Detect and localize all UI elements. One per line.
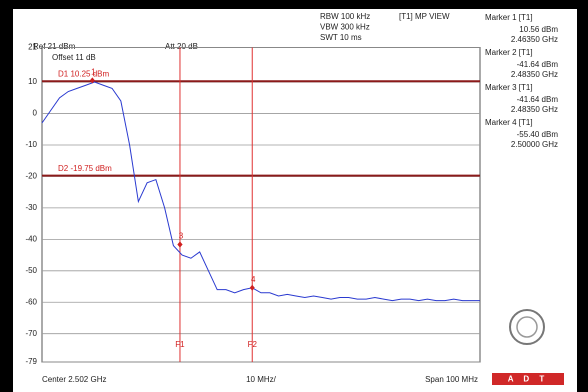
sweep-setting: RBW 100 kHz <box>320 12 370 21</box>
marker-name: Marker 3 [T1] <box>485 83 533 92</box>
marker-point <box>89 77 95 84</box>
sweep-setting: SWT 10 ms <box>320 33 362 42</box>
marker-frequency: 2.50000 GHz <box>511 140 558 149</box>
y-tick-label: 10 <box>28 77 37 86</box>
marker-name: Marker 2 [T1] <box>485 48 533 57</box>
marker-level: 10.56 dBm <box>519 25 558 34</box>
y-tick-label: -20 <box>25 172 37 181</box>
marker-level: -55.40 dBm <box>517 130 559 139</box>
y-tick-label: -60 <box>25 297 37 306</box>
offset: Offset 11 dB <box>52 53 96 62</box>
marker-symbol: 3 <box>179 232 184 241</box>
logo-band <box>492 373 564 385</box>
logo-ring <box>509 309 545 345</box>
marker-frequency: 2.48350 GHz <box>511 70 558 79</box>
y-tick-label: -30 <box>25 203 37 212</box>
ref-level: Ref 21 dBm <box>33 42 76 51</box>
y-tick-label: -10 <box>25 140 37 149</box>
marker-level: -41.64 dBm <box>517 95 559 104</box>
frequency-line-label: F2 <box>248 340 258 349</box>
attenuation: Att 20 dB <box>165 42 198 51</box>
marker-name: Marker 4 [T1] <box>485 118 533 127</box>
logo-inner <box>516 316 538 338</box>
marker-frequency: 2.46350 GHz <box>511 35 558 44</box>
per-division: 10 MHz/ <box>246 375 277 384</box>
marker-point <box>177 241 183 248</box>
y-tick-label: -40 <box>25 234 37 243</box>
marker-frequency: 2.48350 GHz <box>511 105 558 114</box>
marker-point <box>249 284 255 291</box>
display-line-label: D2 -19.75 dBm <box>58 164 112 173</box>
y-tick-label: 21 <box>28 43 37 52</box>
y-tick-label: -70 <box>25 329 37 338</box>
marker-level: -41.64 dBm <box>517 60 559 69</box>
y-tick-label: 0 <box>33 109 38 118</box>
view: [T1] MP VIEW <box>399 12 450 21</box>
center-frequency: Center 2.502 GHz <box>42 375 106 384</box>
marker-symbol: 4 <box>251 275 256 284</box>
y-tick-label: -79 <box>25 357 37 366</box>
right-bar <box>577 0 588 392</box>
logo: A D T <box>492 309 564 385</box>
top-bar <box>0 0 588 9</box>
left-bar <box>0 0 13 392</box>
marker-name: Marker 1 [T1] <box>485 13 533 22</box>
frequency-line-label: F1 <box>175 340 185 349</box>
display-line-label: D1 10.25 dBm <box>58 69 109 78</box>
y-tick-label: -50 <box>25 266 37 275</box>
marker-symbol: 1 <box>91 67 96 76</box>
trace <box>41 81 480 302</box>
span: Span 100 MHz <box>425 375 478 384</box>
logo-text: A D T <box>508 375 549 384</box>
sweep-setting: VBW 300 kHz <box>320 23 370 32</box>
